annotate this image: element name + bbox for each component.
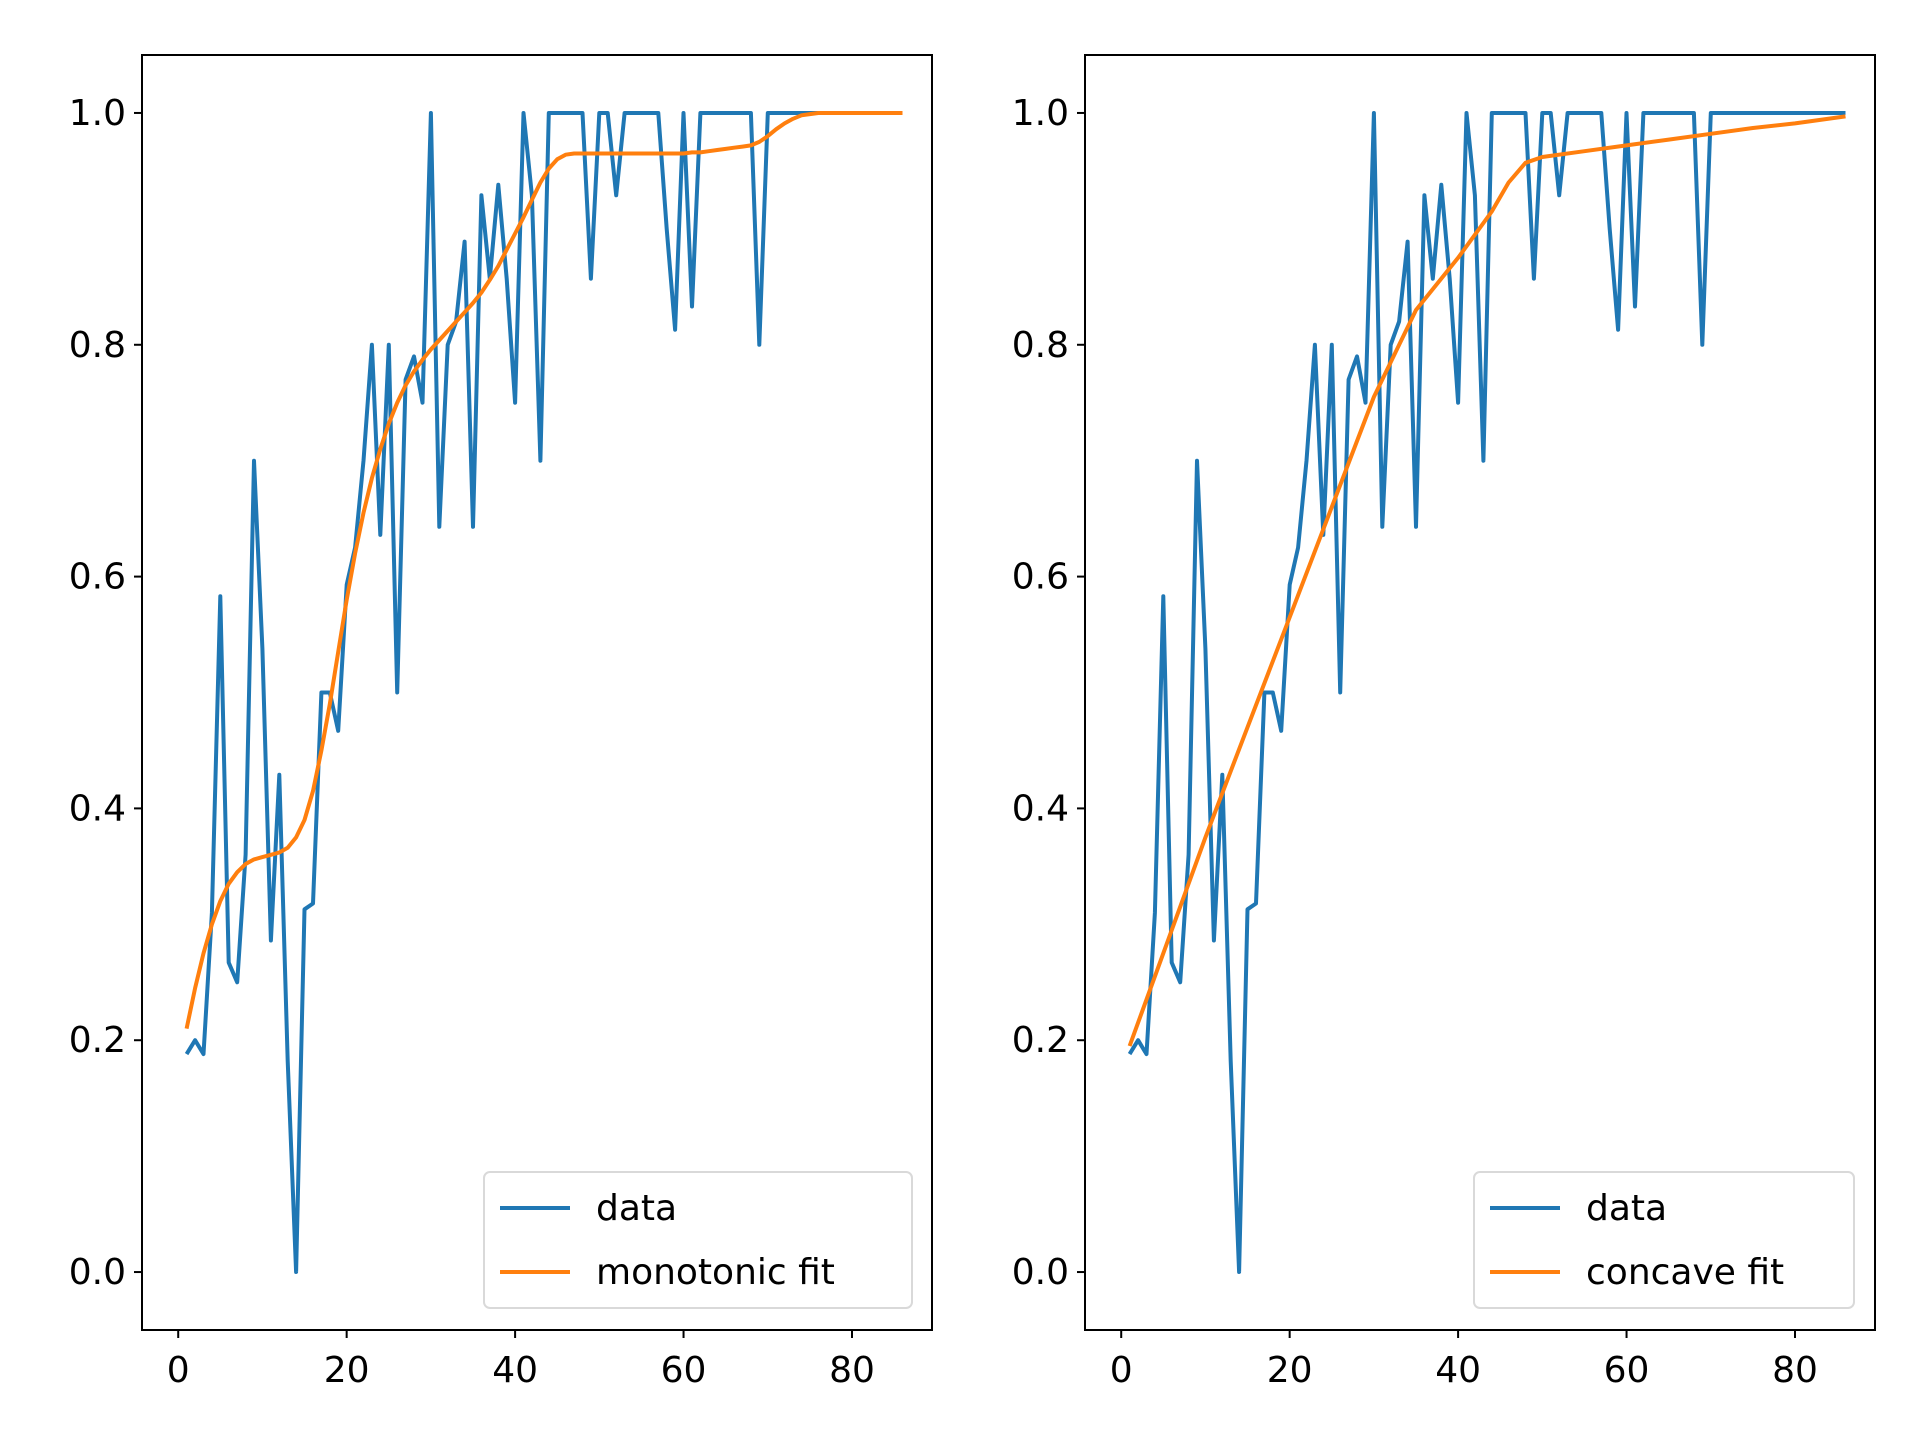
left-xtick-label: 40 [492,1350,538,1391]
right-xtick-label: 0 [1110,1350,1133,1391]
right-legend-box [1473,1171,1855,1309]
left-ytick-label: 0.0 [69,1252,126,1293]
left-chart: 0.0 0.2 0.4 0.6 0.8 1.0 0 20 40 60 80 data monoton… [69,54,933,1391]
left-xtick-label: 0 [167,1350,190,1391]
right-chart: 0.0 0.2 0.4 0.6 0.8 1.0 0 20 40 60 80 data concave… [1012,54,1876,1391]
right-ytick-label: 0.8 [1012,325,1069,366]
left-plot-lines [184,111,903,1274]
left-xtick-label: 80 [829,1350,875,1391]
left-axes-frame [141,54,933,1331]
right-plot-lines [1127,111,1846,1274]
right-legend-label-concave-fit: concave fit [1586,1252,1784,1293]
right-y-axis: 0.0 0.2 0.4 0.6 0.8 1.0 [1012,93,1085,1293]
right-xtick-label: 40 [1435,1350,1481,1391]
left-legend: data monotonic fit [483,1171,913,1309]
left-ytick-label: 1.0 [69,93,126,134]
left-ytick-label: 0.8 [69,325,126,366]
right-legend: data concave fit [1473,1171,1855,1309]
right-series-data [1127,111,1846,1274]
right-xtick-label: 80 [1772,1350,1818,1391]
right-ytick-label: 0.0 [1012,1252,1069,1293]
right-series-concave-fit [1127,114,1846,1047]
left-ytick-label: 0.4 [69,788,126,829]
left-legend-box [483,1171,913,1309]
left-legend-label-monotonic-fit: monotonic fit [596,1252,835,1293]
left-series-monotonic-fit [184,111,903,1030]
right-ytick-label: 0.4 [1012,788,1069,829]
right-ytick-label: 1.0 [1012,93,1069,134]
left-ytick-label: 0.6 [69,557,126,598]
right-legend-label-data: data [1586,1188,1667,1229]
left-series-data [184,111,903,1274]
left-x-axis: 0 20 40 60 80 [167,1330,875,1391]
right-axes-frame [1084,54,1876,1331]
left-xtick-label: 20 [324,1350,370,1391]
right-ytick-label: 0.2 [1012,1020,1069,1061]
left-y-axis: 0.0 0.2 0.4 0.6 0.8 1.0 [69,93,142,1293]
right-ytick-label: 0.6 [1012,557,1069,598]
left-legend-label-data: data [596,1188,677,1229]
right-xtick-label: 60 [1604,1350,1650,1391]
right-x-axis: 0 20 40 60 80 [1110,1330,1818,1391]
right-xtick-label: 20 [1267,1350,1313,1391]
left-xtick-label: 60 [661,1350,707,1391]
left-ytick-label: 0.2 [69,1020,126,1061]
